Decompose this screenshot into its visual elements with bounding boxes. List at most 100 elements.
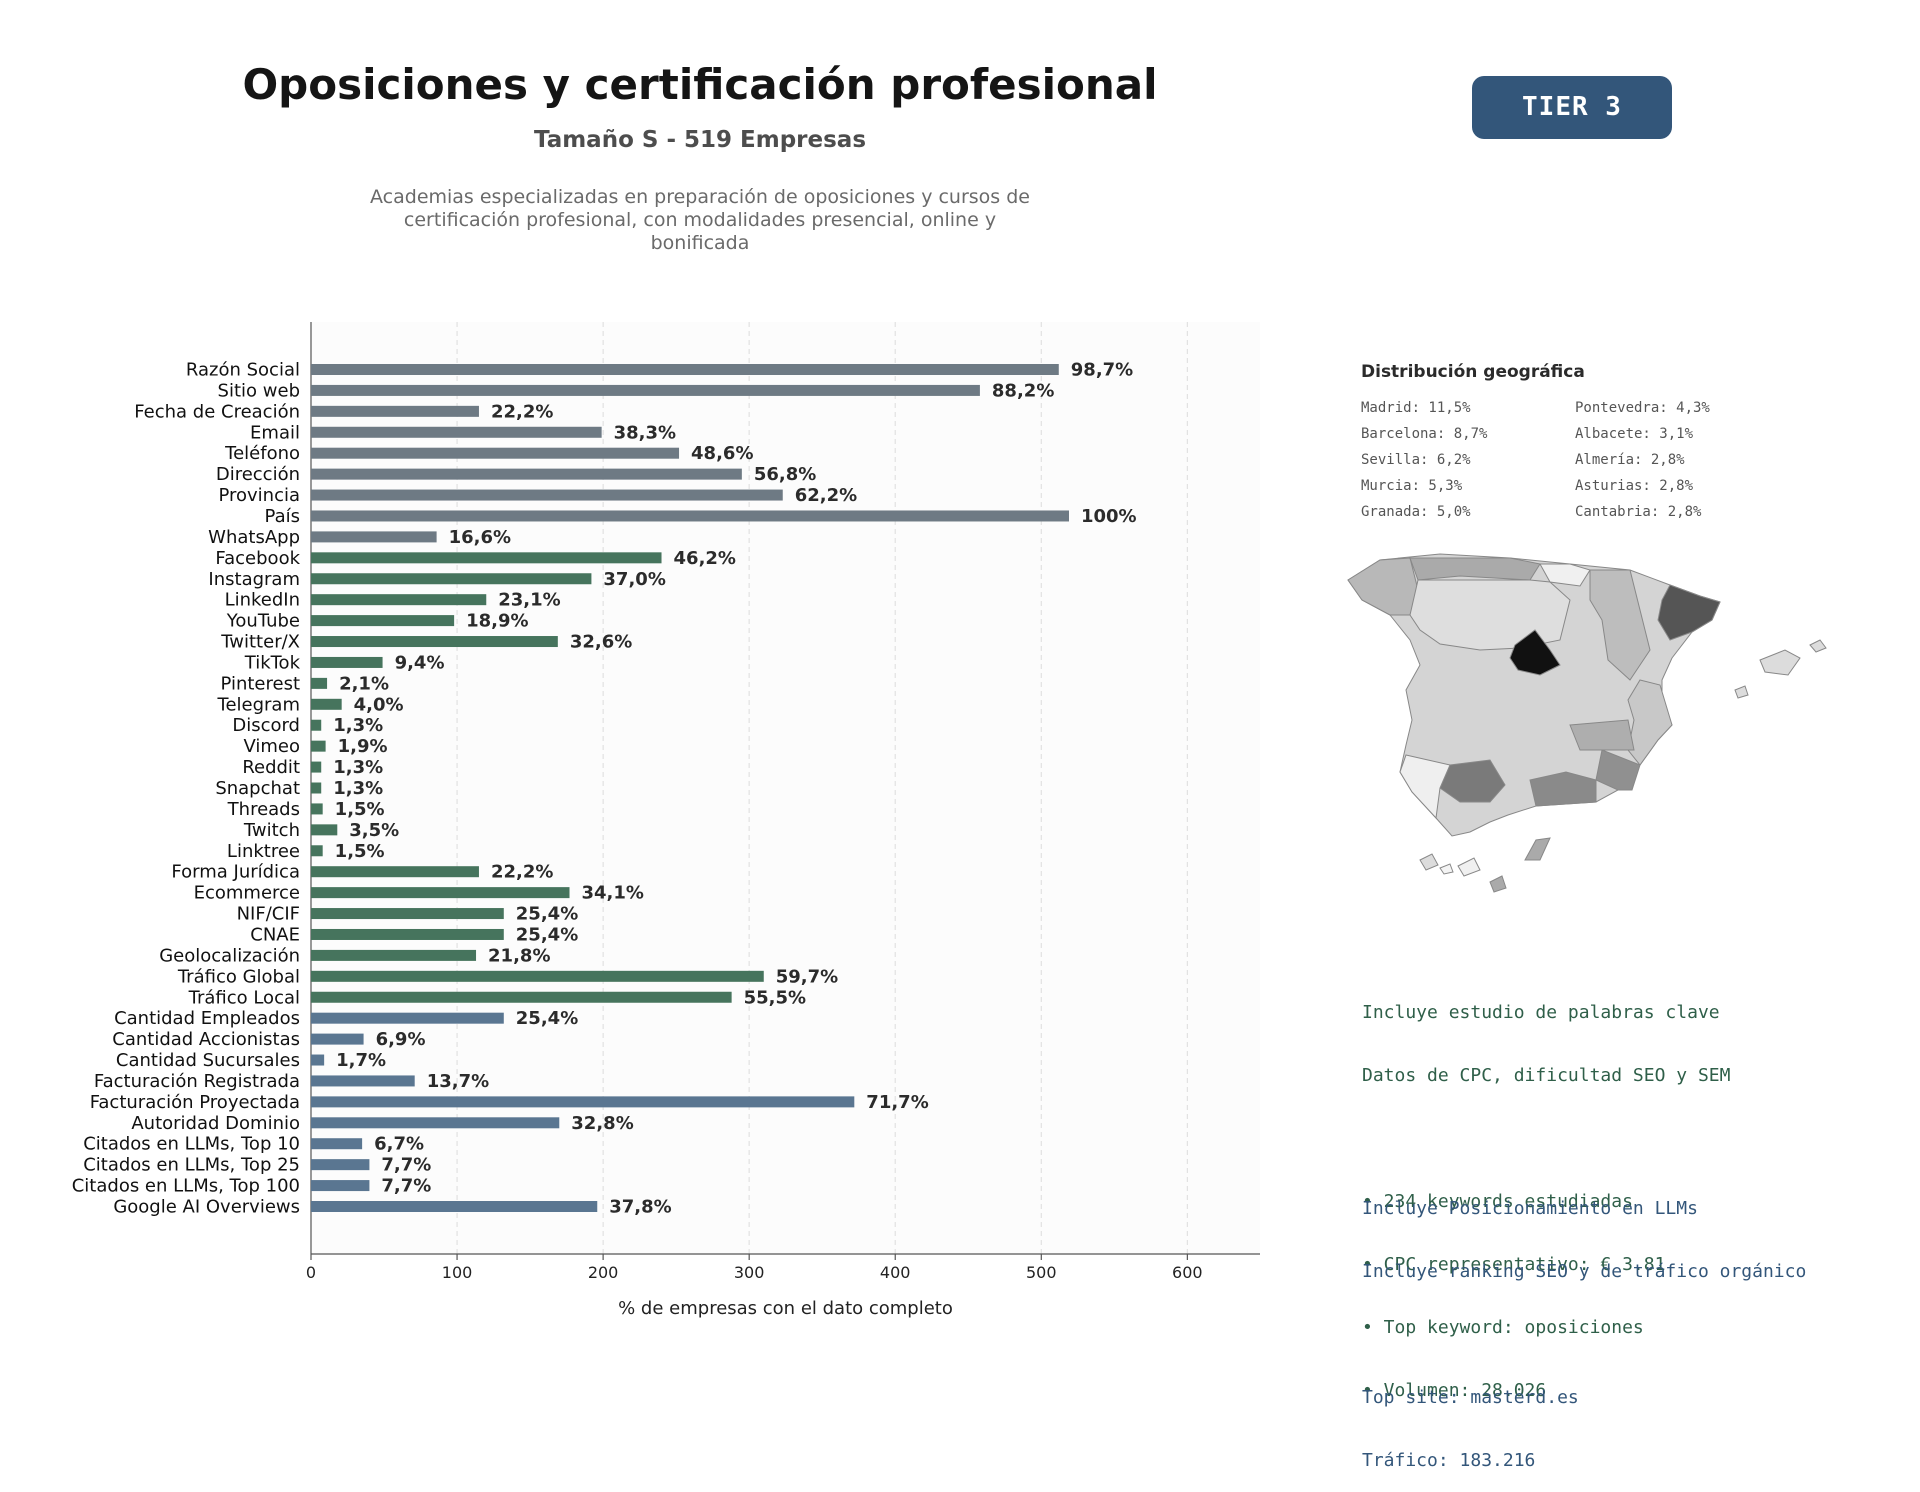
map-region-almeria-granada	[1529, 771, 1597, 807]
bar	[311, 656, 383, 668]
category-label: CNAE	[250, 924, 300, 945]
description-line: bonificada	[650, 232, 750, 254]
value-label: 34,1%	[582, 883, 644, 904]
category-label: Cantidad Accionistas	[112, 1029, 300, 1050]
keyword-line: • Top keyword: oposiciones	[1362, 1317, 1644, 1338]
bar	[311, 991, 732, 1003]
category-label: Linktree	[227, 841, 300, 862]
category-label: Citados en LLMs, Top 10	[83, 1134, 300, 1155]
spain-choropleth-map	[1347, 553, 1827, 893]
category-label: Cantidad Empleados	[114, 1008, 300, 1029]
geo-item: Madrid: 11,5%	[1361, 400, 1471, 416]
value-label: 7,7%	[381, 1155, 431, 1176]
value-label: 100%	[1081, 506, 1137, 527]
geo-item: Murcia: 5,3%	[1361, 478, 1463, 494]
bar	[311, 782, 322, 794]
x-tick-label: 100	[442, 1263, 473, 1282]
value-label: 25,4%	[516, 1008, 578, 1029]
category-label: Instagram	[208, 569, 300, 590]
category-label: Snapchat	[215, 778, 300, 799]
bar	[311, 636, 558, 648]
map-region-huelva	[1399, 754, 1451, 820]
geo-item: Pontevedra: 4,3%	[1575, 400, 1710, 416]
keyword-line: Incluye estudio de palabras clave	[1362, 1002, 1720, 1023]
bar	[311, 489, 783, 501]
bar	[311, 803, 323, 815]
category-label: Discord	[232, 715, 300, 736]
llm-line: Tráfico: 183.216	[1362, 1450, 1536, 1471]
x-axis-title: % de empresas con el dato completo	[618, 1298, 953, 1319]
category-label: Sitio web	[218, 380, 300, 401]
value-label: 1,7%	[336, 1050, 386, 1071]
value-label: 21,8%	[488, 945, 550, 966]
bar-chart: 0 100 200 300 400 500 600 Razón Social 98,7% Siti…	[72, 322, 1260, 1319]
value-label: 6,7%	[374, 1134, 424, 1155]
bar	[311, 824, 338, 836]
value-label: 9,4%	[395, 652, 445, 673]
geo-item: Granada: 5,0%	[1361, 504, 1471, 520]
map-region-ibiza	[1734, 685, 1749, 699]
category-label: LinkedIn	[225, 590, 300, 611]
category-label: Teléfono	[224, 443, 300, 464]
keyword-line: Datos de CPC, dificultad SEO y SEM	[1362, 1065, 1731, 1086]
category-label: Autoridad Dominio	[131, 1113, 300, 1134]
value-label: 1,9%	[338, 736, 388, 757]
x-tick-label: 600	[1172, 1263, 1203, 1282]
category-label: Citados en LLMs, Top 100	[72, 1176, 300, 1197]
value-label: 1,3%	[333, 778, 383, 799]
value-label: 1,5%	[335, 841, 385, 862]
category-label: Citados en LLMs, Top 25	[83, 1155, 300, 1176]
category-label: Tráfico Global	[177, 966, 300, 987]
category-label: NIF/CIF	[237, 904, 300, 925]
category-label: Facturación Registrada	[94, 1071, 300, 1092]
bar	[311, 447, 680, 459]
category-label: Telegram	[217, 694, 300, 715]
keyword-line: • 234 keywords estudiadas	[1362, 1191, 1633, 1212]
bar	[311, 761, 322, 773]
map-region-canarias-1	[1419, 853, 1439, 871]
value-label: 98,7%	[1071, 360, 1133, 381]
bar	[311, 615, 455, 627]
map-region-canarias-4	[1524, 837, 1551, 861]
map-region-madrid	[1509, 629, 1561, 676]
map-region-baleares	[1759, 649, 1801, 676]
x-tick-label: 300	[734, 1263, 765, 1282]
bar	[311, 1012, 504, 1024]
bar	[311, 1117, 560, 1129]
bar	[311, 531, 437, 543]
category-label: Fecha de Creación	[134, 401, 300, 422]
bar	[311, 887, 570, 899]
value-label: 1,5%	[335, 799, 385, 820]
category-label: Twitch	[243, 820, 300, 841]
category-label: Google AI Overviews	[113, 1197, 300, 1218]
bar	[311, 949, 477, 961]
category-label: Facturación Proyectada	[90, 1092, 300, 1113]
bar	[311, 552, 662, 564]
map-region-baleares-minor	[1809, 639, 1827, 653]
bar	[311, 405, 479, 417]
bar	[311, 719, 322, 731]
value-label: 13,7%	[427, 1071, 489, 1092]
geo-item: Barcelona: 8,7%	[1361, 426, 1488, 442]
geo-item: Almería: 2,8%	[1575, 452, 1685, 468]
value-label: 38,3%	[614, 422, 676, 443]
category-label: Pinterest	[220, 673, 300, 694]
value-label: 32,8%	[571, 1113, 633, 1134]
geo-item: Albacete: 3,1%	[1575, 426, 1694, 442]
value-label: 23,1%	[498, 590, 560, 611]
category-label: Twitter/X	[220, 632, 300, 653]
geo-distribution-title: Distribución geográfica	[1361, 362, 1585, 382]
bar	[311, 1033, 364, 1045]
map-region-pais-vasco	[1539, 563, 1591, 587]
value-label: 56,8%	[754, 464, 816, 485]
llm-line: Top site: masterd.es	[1362, 1387, 1579, 1408]
map-region-aragon	[1589, 569, 1651, 681]
map-region-albacete	[1569, 719, 1635, 751]
value-label: 22,2%	[491, 862, 553, 883]
bar	[311, 364, 1059, 375]
description-line: Academias especializadas en preparación …	[370, 186, 1030, 208]
value-label: 25,4%	[516, 924, 578, 945]
category-label: Ecommerce	[194, 883, 300, 904]
category-label: TikTok	[244, 652, 301, 673]
x-tick-label: 200	[588, 1263, 619, 1282]
